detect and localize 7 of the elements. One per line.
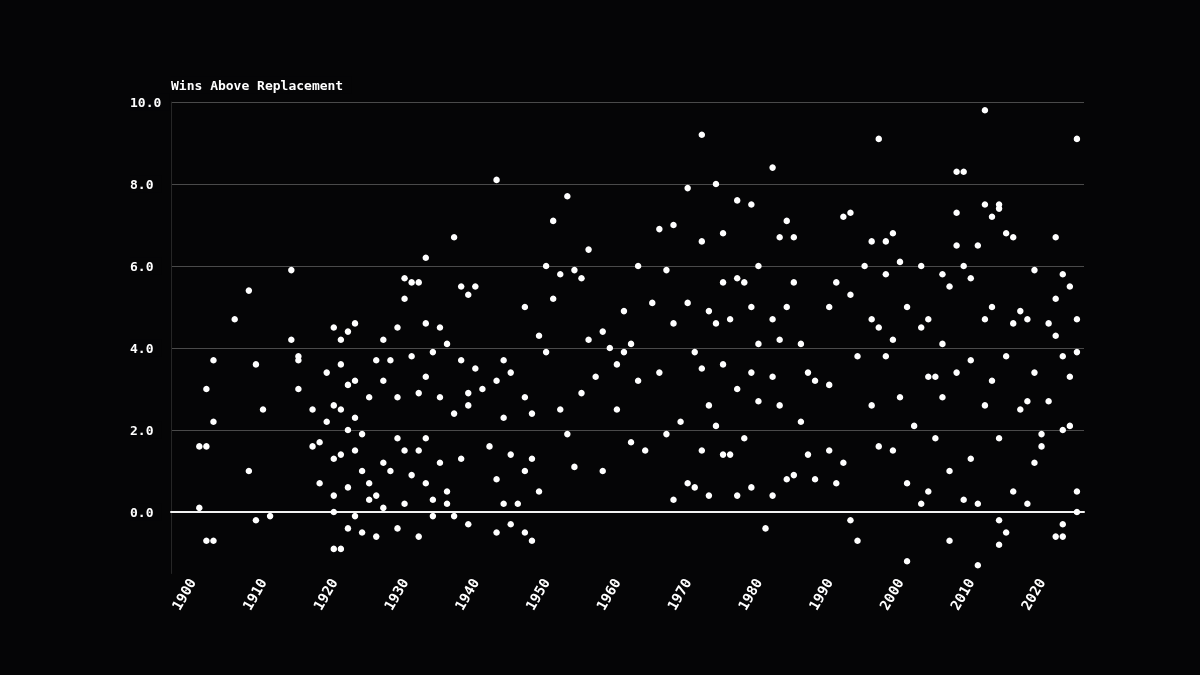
y-axis-title: Wins Above Replacement [171, 77, 344, 93]
y-tick-label: 10.0 [130, 94, 162, 110]
y-tick-label: 4.0 [130, 340, 154, 356]
y-tick-label: 0.0 [130, 504, 154, 520]
y-tick-label: 6.0 [130, 258, 154, 274]
y-tick-label: 2.0 [130, 422, 154, 438]
y-tick-label: 8.0 [130, 176, 154, 192]
